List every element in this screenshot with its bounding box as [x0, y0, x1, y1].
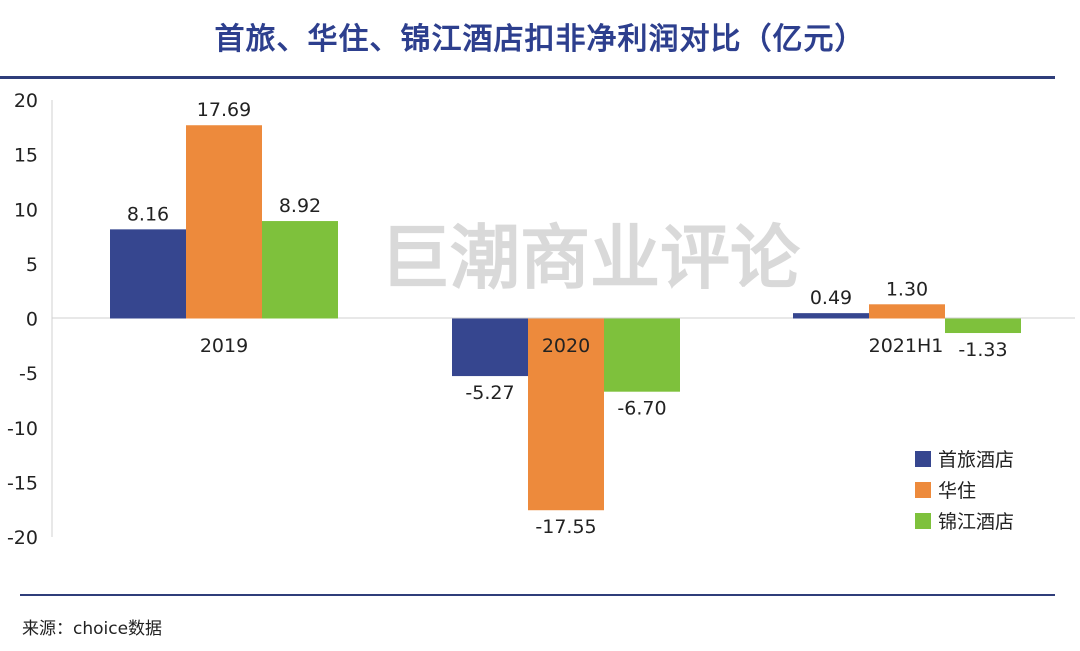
legend-swatch	[915, 482, 931, 498]
y-tick-label: 0	[26, 309, 38, 331]
y-tick-label: -5	[19, 363, 38, 385]
chart-title: 首旅、华住、锦江酒店扣非净利润对比（亿元）	[214, 22, 866, 57]
y-tick-label: -10	[7, 418, 38, 440]
data-label: 1.30	[886, 278, 928, 300]
bar	[604, 318, 680, 392]
bar-chart: 巨潮商业评论 20 15 10 5 0 -5 -10 -15 -20 8.16 17.69 8.92…	[7, 90, 1075, 549]
legend-label: 锦江酒店	[938, 511, 1014, 533]
x-category-label: 2020	[542, 335, 590, 357]
y-tick-label: 5	[26, 254, 38, 276]
y-tick-label: 20	[14, 90, 38, 112]
x-category-label: 2019	[200, 335, 248, 357]
title-divider	[0, 76, 1055, 79]
data-label: -1.33	[958, 339, 1007, 361]
bar	[945, 318, 1021, 334]
y-tick-label: 10	[14, 199, 38, 221]
bar	[528, 318, 604, 511]
data-label: 0.49	[810, 287, 852, 309]
bar	[793, 313, 869, 319]
data-label: -17.55	[535, 516, 596, 538]
y-tick-label: -20	[7, 527, 38, 549]
bar	[452, 318, 528, 377]
bar	[869, 304, 945, 319]
legend-label: 华住	[938, 480, 976, 502]
source-note: 来源：choice数据	[22, 619, 163, 639]
data-label: 17.69	[197, 99, 251, 121]
data-label: -5.27	[465, 382, 514, 404]
bar	[186, 125, 262, 319]
x-category-label: 2021H1	[869, 335, 944, 357]
legend-swatch	[915, 451, 931, 467]
bar	[110, 229, 186, 319]
data-label: -6.70	[617, 398, 666, 420]
bar	[262, 221, 338, 319]
legend-swatch	[915, 513, 931, 529]
legend-label: 首旅酒店	[938, 449, 1014, 471]
footer-divider	[20, 594, 1055, 596]
y-tick-label: 15	[14, 145, 38, 167]
watermark: 巨潮商业评论	[380, 217, 801, 299]
data-label: 8.92	[279, 195, 321, 217]
data-label: 8.16	[127, 203, 169, 225]
y-tick-label: -15	[7, 472, 38, 494]
